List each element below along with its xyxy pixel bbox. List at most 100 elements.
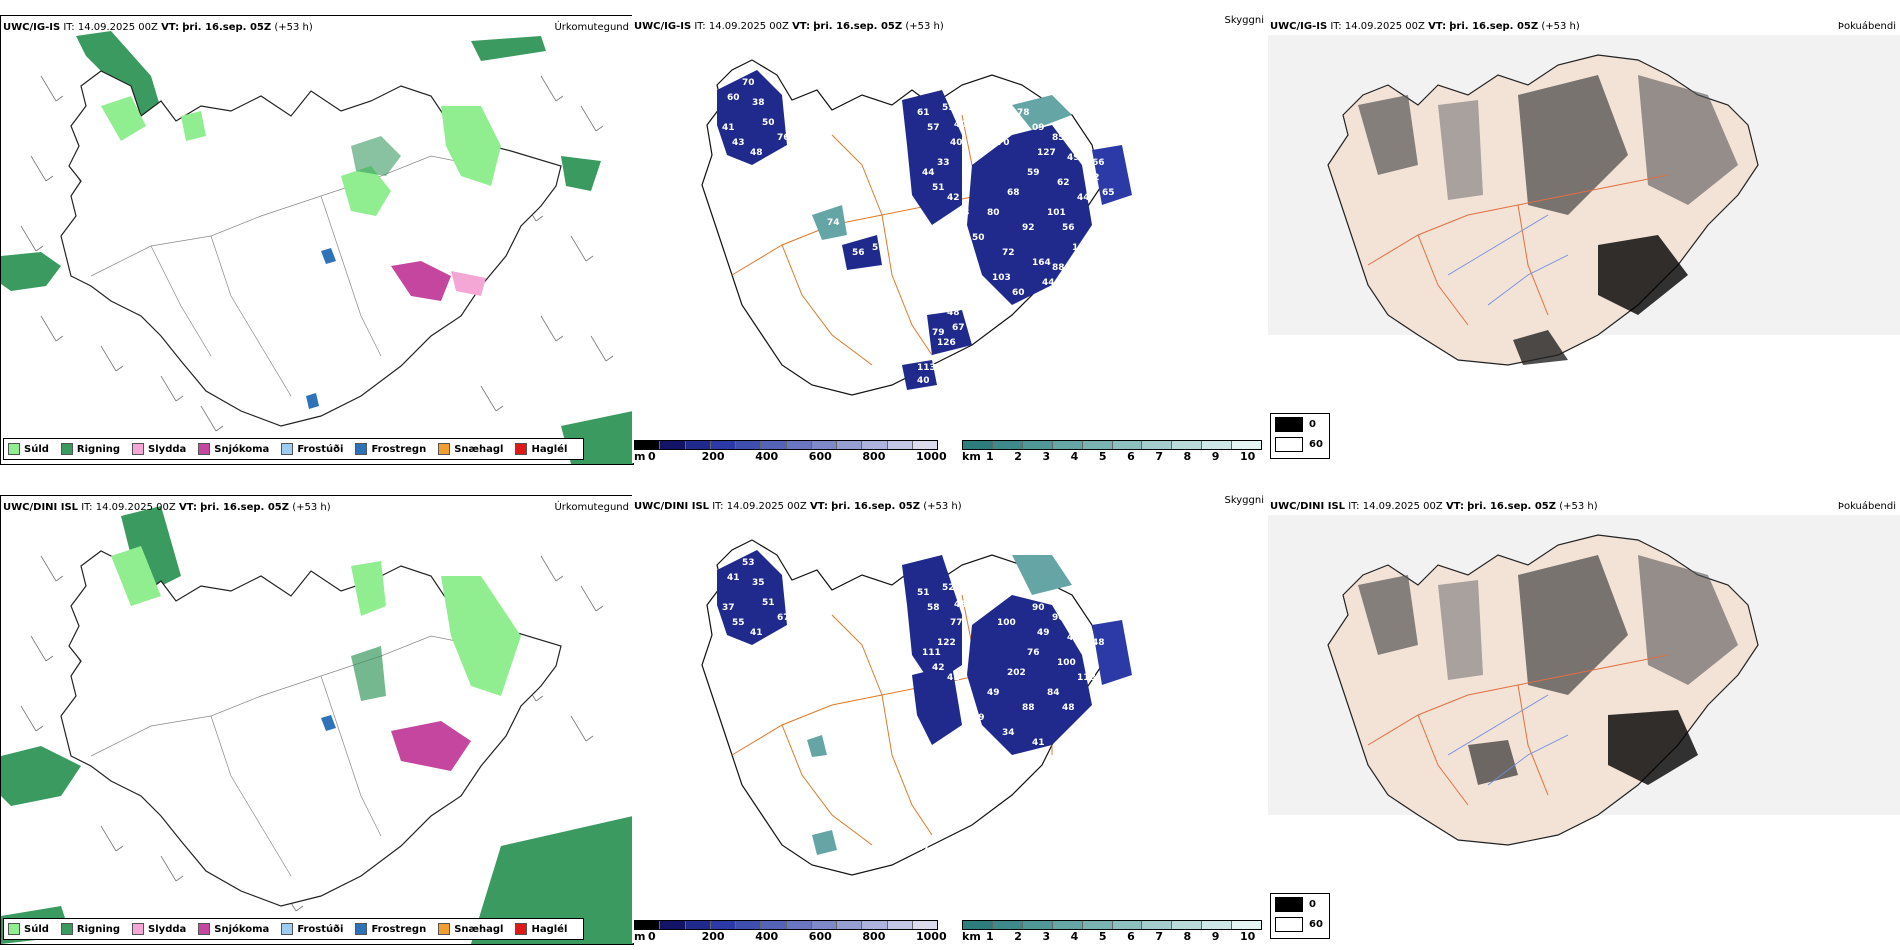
cloud-base-label: 80 [987, 208, 1000, 218]
legend-label: Rigning [76, 923, 121, 935]
colorbar-tick: 8 [1183, 930, 1192, 943]
cloud-base-label: 48 [1062, 703, 1075, 713]
colorbar-cell [1202, 921, 1233, 929]
colorbar-cell [1232, 441, 1262, 449]
cloud-base-label: 40 [917, 376, 930, 386]
legend-swatch [60, 443, 73, 455]
cloud-base-label: 59 [1027, 168, 1040, 178]
legend-item: Haglél [515, 923, 567, 935]
legend-label: Súld [24, 443, 49, 455]
colorbar-tick: 9 [1211, 450, 1220, 463]
fog-legend-row: 0 [1271, 414, 1329, 434]
cloud-base-label: 101 [1047, 208, 1066, 218]
cloud-base-label: 40 [954, 120, 967, 130]
colorbar-tick: 400 [755, 930, 779, 943]
colorbar-cell [1172, 441, 1203, 449]
panel-title: Skyggni [1224, 495, 1264, 506]
legend-swatch [438, 443, 451, 455]
cloud-base-label: 45 [1067, 633, 1080, 643]
colorbar-unit: m [634, 930, 646, 943]
cloud-base-label: 100 [997, 618, 1016, 628]
legend-item: Rigning [60, 443, 121, 455]
colorbar-tick: 400 [755, 450, 779, 463]
colorbar-tick: 7 [1155, 450, 1163, 463]
cloud-base-label: 41 [727, 573, 740, 583]
legend-item: Súld [8, 923, 49, 935]
colorbar-cell [963, 441, 993, 449]
cloud-base-label: 74 [827, 218, 840, 228]
cloud-base-label: 09 [1032, 123, 1045, 133]
colorbar-tick: 4 [1070, 450, 1079, 463]
colorbar-cell [1022, 441, 1053, 449]
colorbar-cell [963, 921, 993, 929]
legend-swatch [60, 923, 73, 935]
cloud-base-label: 72 [1002, 248, 1015, 258]
panel-title: Skyggni [1224, 15, 1264, 26]
legend-swatch [515, 443, 528, 455]
cloud-base-label: 38 [752, 98, 765, 108]
cloud-base-label: 50 [972, 233, 985, 243]
colorbar-cell [887, 921, 913, 929]
colorbar-cell [635, 441, 661, 449]
colorbar-cell [1112, 921, 1143, 929]
colorbar-tick: 4 [1070, 930, 1079, 943]
cloud-base-label: 113 [917, 363, 936, 373]
fog-panel-row2: UWC/DINI ISL IT: 14.09.2025 00Z VT: þri.… [1268, 495, 1900, 943]
legend-swatch [281, 923, 294, 935]
legend-item: Snæhagl [438, 923, 503, 935]
cloud-base-label: 88 [1052, 263, 1065, 273]
colorbar-unit: km [962, 930, 981, 943]
cloud-base-label: 47 [917, 843, 930, 853]
colorbar-cell [912, 441, 937, 449]
cloud-base-label: 41 [1032, 738, 1045, 748]
legend-item: Frostregn [355, 923, 426, 935]
cloud-base-label: 126 [937, 338, 956, 348]
colorbar-cell [761, 921, 787, 929]
fog-legend-row: 0 [1271, 894, 1329, 914]
colorbar-cell [887, 441, 913, 449]
cloud-base-label: 49 [747, 648, 760, 658]
cloud-base-label: 118 [1077, 673, 1096, 683]
cloud-base-label: 51 [932, 183, 945, 193]
legend-label: Frostregn [371, 923, 427, 935]
legend-label: Snæhagl [454, 923, 504, 935]
colorbar-tick: 1000 [916, 450, 947, 463]
colorbar-tick: 7 [1155, 930, 1163, 943]
cloud-base-label: 49 [1037, 628, 1050, 638]
cloud-base-label: 70 [742, 78, 755, 88]
colorbar-tick: 8 [1183, 450, 1192, 463]
colorbar-cell [837, 441, 863, 449]
cloud-base-label: 67 [777, 613, 790, 623]
legend-label: Haglél [531, 923, 568, 935]
cloud-base-label: 96 [1052, 613, 1065, 623]
cloud-base-label: 51 [762, 598, 775, 608]
legend-item: Frostregn [355, 443, 426, 455]
cloud-base-label: 76 [777, 133, 790, 143]
colorbar-tick: 600 [808, 930, 832, 943]
cloud-base-label: 60 [1012, 288, 1025, 298]
cloud-base-label: 122 [1012, 768, 1031, 778]
colorbar-tick: 3 [1042, 450, 1051, 463]
panel-header: UWC/DINI ISL IT: 14.09.2025 00Z VT: þri.… [634, 501, 962, 512]
cloud-base-label: 50 [982, 118, 995, 128]
colorbar-cell [685, 441, 711, 449]
cloud-base-label: 65 [1102, 188, 1115, 198]
cloud-panel-row1: 70 60 38 41 43 50 48 50 76 10 61 57 55 40 40 33 44 51 42 43… [632, 15, 1268, 463]
colorbar-tick: 10 [1240, 450, 1256, 463]
colorbar-tick: 0 [648, 930, 656, 943]
colorbar-cell [837, 921, 863, 929]
cloud-base-label: 61 [917, 108, 930, 118]
panel-title: Þokuábendi [1837, 501, 1896, 512]
cloud-base-label: 92 [1022, 223, 1035, 233]
cloud-base-label: 111 [922, 648, 941, 658]
fog-legend-row: 60 [1271, 914, 1329, 934]
colorbar-cell [811, 441, 837, 449]
cloud-base-label: 105 [1072, 243, 1091, 253]
legend-label: Snjókoma [214, 443, 270, 455]
legend-swatch [515, 923, 528, 935]
fog-legend-swatch [1275, 896, 1303, 912]
legend-label: Rigning [76, 443, 121, 455]
